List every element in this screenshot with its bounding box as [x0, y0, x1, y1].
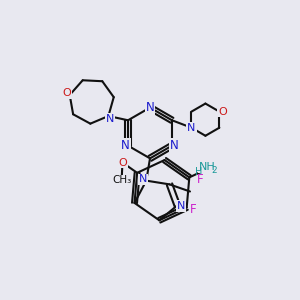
Text: N: N [121, 139, 130, 152]
Text: N: N [170, 139, 179, 152]
Text: N: N [177, 201, 185, 211]
Text: N: N [106, 114, 114, 124]
Text: N: N [146, 101, 154, 114]
Text: N: N [139, 174, 147, 184]
Text: O: O [62, 88, 71, 98]
Text: CH₃: CH₃ [112, 175, 131, 185]
Text: F: F [196, 173, 203, 186]
Text: NH: NH [199, 162, 215, 172]
Text: 2: 2 [212, 166, 218, 175]
Text: N: N [187, 123, 196, 133]
Text: O: O [218, 106, 227, 117]
Text: H: H [195, 167, 203, 177]
Text: O: O [118, 158, 127, 167]
Text: F: F [189, 203, 196, 216]
